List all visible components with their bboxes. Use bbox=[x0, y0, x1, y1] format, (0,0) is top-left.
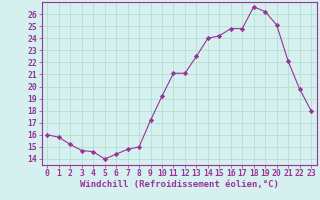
X-axis label: Windchill (Refroidissement éolien,°C): Windchill (Refroidissement éolien,°C) bbox=[80, 180, 279, 189]
